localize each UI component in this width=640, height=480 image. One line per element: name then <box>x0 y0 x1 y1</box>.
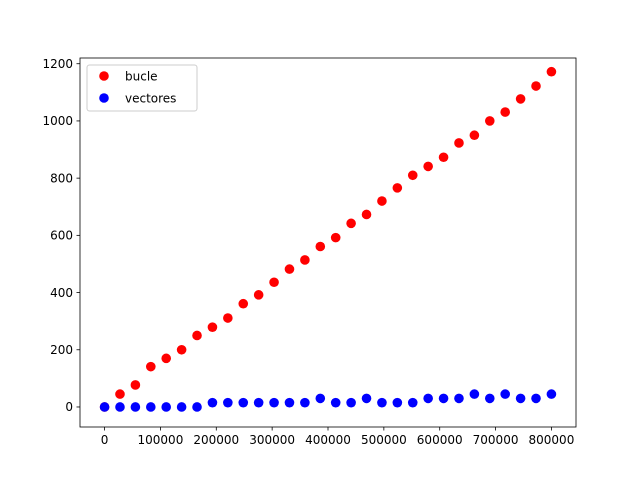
x-tick-label: 300000 <box>249 433 295 447</box>
point-bucle <box>223 313 233 323</box>
point-vectores <box>176 402 187 412</box>
x-tick-label: 700000 <box>473 433 519 447</box>
point-vectores <box>361 393 372 404</box>
x-tick-label: 500000 <box>361 433 407 447</box>
point-bucle <box>330 232 341 243</box>
point-bucle <box>500 107 510 117</box>
point-bucle <box>407 170 418 181</box>
point-bucle <box>146 361 156 372</box>
data-points <box>99 66 557 412</box>
y-tick-label: 1000 <box>42 114 73 128</box>
point-vectores <box>207 397 218 408</box>
x-tick-label: 600000 <box>417 433 463 447</box>
legend-box <box>86 64 198 112</box>
point-bucle <box>515 94 526 104</box>
y-tick-label: 600 <box>50 229 73 243</box>
point-bucle <box>346 218 356 229</box>
point-bucle <box>361 209 372 220</box>
point-vectores <box>423 393 433 404</box>
y-tick-label: 800 <box>50 171 73 185</box>
point-vectores <box>346 397 356 408</box>
point-vectores <box>484 393 495 404</box>
point-bucle <box>253 290 264 300</box>
point-bucle <box>207 322 218 332</box>
point-bucle <box>300 255 310 265</box>
x-tick-label: 800000 <box>529 433 575 447</box>
point-vectores <box>454 393 464 404</box>
x-tick-label: 100000 <box>138 433 184 447</box>
point-bucle <box>469 130 480 141</box>
point-vectores <box>438 393 449 404</box>
x-tick-label: 200000 <box>193 433 239 447</box>
point-vectores <box>192 402 202 412</box>
point-vectores <box>531 393 541 404</box>
point-vectores <box>115 402 125 412</box>
axes: 0 100000 200000 300000 400000 500000 600000 700… <box>42 57 577 447</box>
legend: bucle vectores <box>86 64 198 112</box>
point-bucle <box>546 66 557 77</box>
point-vectores <box>238 397 249 408</box>
point-vectores <box>284 397 295 408</box>
point-bucle <box>484 116 495 126</box>
point-bucle <box>284 264 295 274</box>
point-vectores <box>407 397 418 408</box>
point-bucle <box>315 241 326 252</box>
legend-marker-bucle <box>99 71 109 81</box>
point-bucle <box>192 330 202 341</box>
point-bucle <box>161 353 172 364</box>
point-vectores <box>253 397 264 408</box>
point-vectores <box>500 389 510 399</box>
point-vectores <box>546 389 557 399</box>
point-vectores <box>300 397 310 408</box>
point-bucle <box>238 298 249 309</box>
legend-label-bucle: bucle <box>125 69 158 83</box>
y-tick-label: 400 <box>50 286 73 300</box>
point-bucle <box>438 152 449 163</box>
point-vectores <box>469 389 480 399</box>
point-bucle <box>115 389 125 399</box>
point-vectores <box>161 402 172 412</box>
point-bucle <box>392 183 403 193</box>
point-bucle <box>454 138 464 148</box>
point-vectores <box>377 397 387 408</box>
point-bucle <box>531 81 541 91</box>
y-tick-label: 0 <box>65 400 73 414</box>
point-bucle <box>377 196 387 206</box>
point-bucle <box>130 380 141 390</box>
point-bucle <box>423 161 433 172</box>
point-vectores <box>146 402 156 412</box>
point-vectores <box>99 402 110 412</box>
y-tick-label: 1200 <box>42 57 73 71</box>
y-tick-label: 200 <box>50 343 73 357</box>
point-vectores <box>223 397 233 408</box>
x-tick-label: 400000 <box>305 433 351 447</box>
point-vectores <box>515 393 526 404</box>
legend-marker-vectores <box>99 93 109 103</box>
x-tick-label: 0 <box>101 433 109 447</box>
point-bucle <box>269 277 279 288</box>
point-vectores <box>315 393 326 404</box>
point-vectores <box>269 397 279 408</box>
point-vectores <box>330 397 341 408</box>
point-vectores <box>392 397 403 408</box>
legend-label-vectores: vectores <box>125 91 176 105</box>
point-vectores <box>130 402 141 412</box>
point-bucle <box>176 344 187 355</box>
